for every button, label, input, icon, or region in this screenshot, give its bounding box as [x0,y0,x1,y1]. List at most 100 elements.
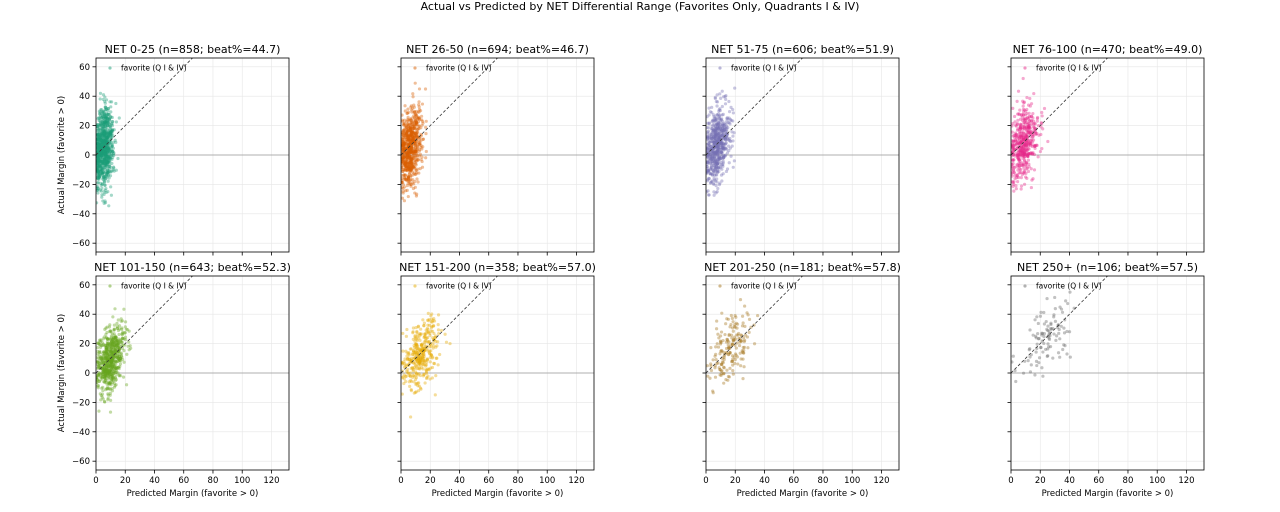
data-point [414,158,418,162]
data-point [416,127,420,131]
data-point [414,349,418,353]
data-point [110,389,115,393]
data-point [105,342,109,346]
data-point [1015,176,1019,180]
data-point [118,364,122,369]
data-point [96,128,100,132]
data-point [101,151,106,156]
data-point [96,185,100,189]
data-point [712,142,716,146]
data-point [1033,318,1037,322]
data-point [714,127,719,131]
data-point [1019,163,1023,168]
data-point [104,190,108,195]
data-point [103,140,108,144]
data-point [1026,155,1030,159]
data-point [717,137,721,141]
data-point [99,189,103,193]
data-point [105,141,110,145]
data-point [406,162,410,166]
data-point [1025,126,1029,130]
data-point [411,131,415,135]
data-point [409,122,414,127]
data-point [401,169,405,174]
data-point [413,134,417,138]
data-point [717,134,722,139]
data-point [713,136,717,140]
data-point [404,158,409,163]
x-tick-label: 40 [1064,476,1075,486]
data-point [100,143,104,147]
data-point [102,152,106,156]
data-point [104,159,109,163]
data-point [109,137,113,142]
data-point [1051,326,1055,331]
data-point [724,124,729,128]
data-point [106,158,110,162]
data-point [425,360,429,364]
data-point [115,355,119,359]
data-point [408,182,412,187]
data-point [107,362,112,366]
data-point [419,343,424,347]
data-point [405,327,409,332]
data-point [710,131,714,135]
data-point [425,336,429,340]
data-point [418,363,422,367]
data-point [712,122,716,126]
data-point [124,337,128,342]
data-point [402,142,406,147]
data-point [96,165,100,169]
data-point [102,369,106,373]
data-point [1024,142,1028,147]
data-point [1032,152,1037,157]
data-point [717,132,721,136]
x-tick-label: 100 [844,476,860,486]
data-point [99,153,103,158]
data-point [112,360,116,364]
data-point [1019,184,1024,188]
data-point [413,81,417,85]
data-point [108,354,112,359]
data-point [412,149,416,153]
data-point [116,349,120,353]
data-point [715,149,719,153]
data-point [405,133,409,137]
data-point [408,145,412,149]
data-point [405,142,409,146]
data-point [414,153,419,158]
data-point [96,142,100,146]
data-point [116,350,120,354]
data-point [108,142,112,146]
data-point [105,157,109,161]
data-point [417,348,422,352]
data-point [107,382,112,386]
data-point [1045,354,1049,358]
data-point [1018,171,1022,175]
data-point [713,140,717,144]
data-point [107,156,111,160]
data-point [109,358,113,362]
data-point [101,145,105,149]
data-point [101,369,105,374]
data-point [727,144,731,148]
data-point [714,132,718,136]
data-point [410,143,414,147]
data-point [96,373,100,377]
data-point [96,146,101,150]
data-point [103,132,107,136]
data-point [712,150,716,154]
data-point [408,162,413,167]
data-point [1012,158,1016,162]
data-point [1022,153,1026,157]
data-point [106,161,110,165]
data-point [106,160,110,164]
data-point [429,366,433,370]
data-point [111,377,115,381]
data-point [407,138,411,142]
data-point [410,146,414,151]
data-point [111,352,115,357]
data-point [1028,144,1033,148]
data-point [99,134,103,138]
data-point [418,373,423,378]
